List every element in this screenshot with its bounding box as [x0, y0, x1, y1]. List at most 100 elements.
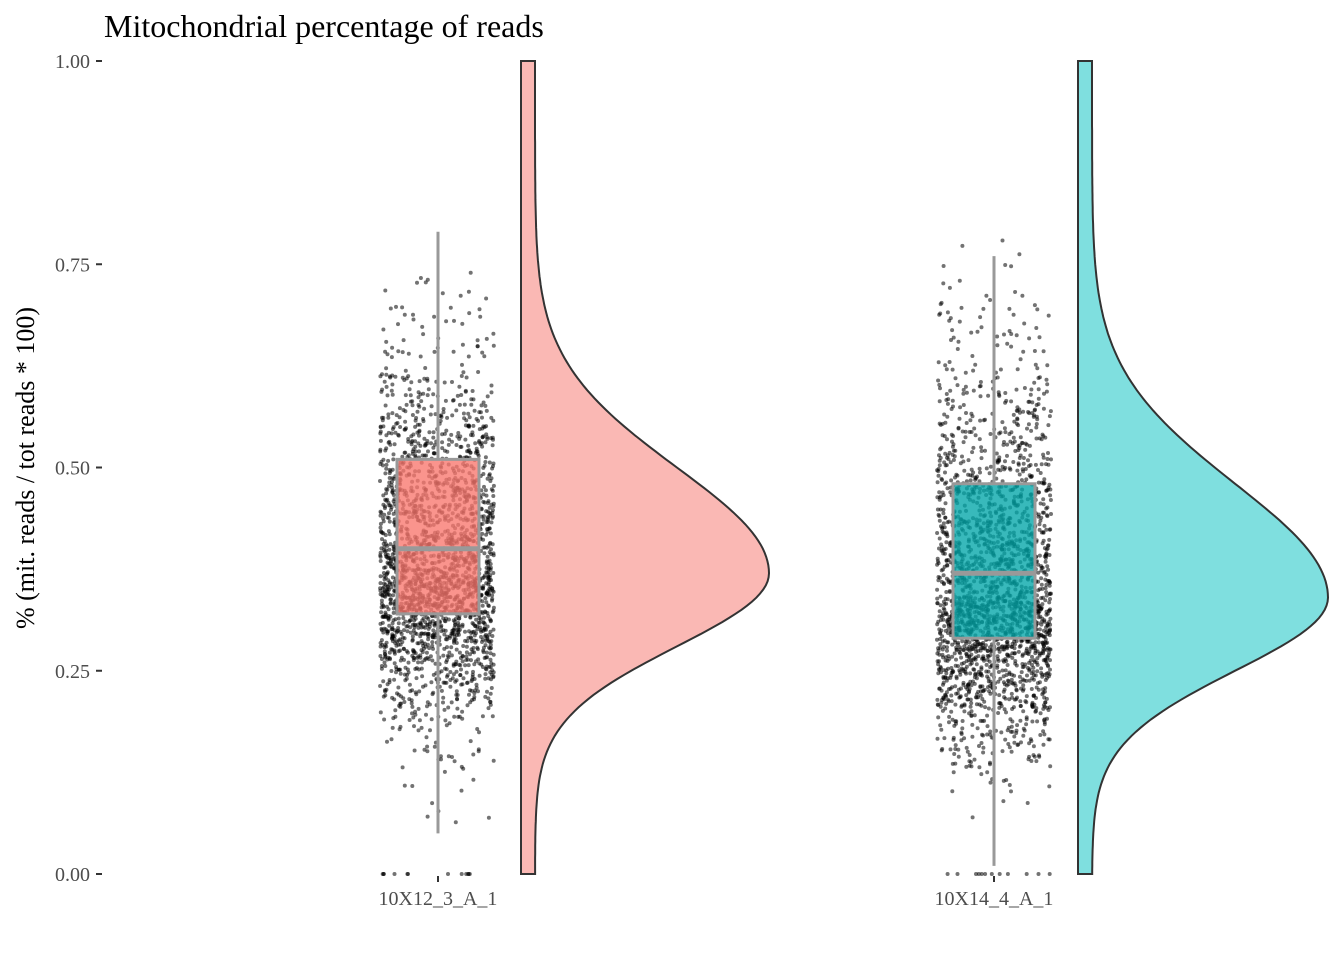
data-point [1009, 644, 1014, 649]
data-point [385, 352, 390, 357]
data-point [450, 380, 454, 384]
data-point [1021, 709, 1026, 714]
data-point [488, 699, 493, 704]
data-point [378, 684, 383, 688]
data-point [964, 479, 969, 484]
data-point [1040, 541, 1045, 546]
data-point [948, 543, 953, 548]
data-point [969, 714, 974, 718]
data-point [1005, 442, 1010, 447]
data-point [943, 481, 947, 486]
data-point [979, 449, 984, 453]
data-point [387, 532, 392, 537]
data-point [954, 676, 959, 681]
data-point [1036, 490, 1041, 495]
data-point [1034, 403, 1039, 407]
data-point [941, 581, 946, 586]
data-point [480, 444, 485, 449]
data-point [423, 443, 428, 448]
data-point [466, 289, 471, 294]
data-point [936, 469, 941, 474]
data-point [439, 625, 443, 630]
data-point [955, 691, 960, 696]
data-point [1011, 460, 1016, 464]
data-point [1046, 664, 1051, 669]
data-point [387, 623, 392, 628]
data-point [489, 390, 494, 395]
data-point [491, 331, 496, 336]
data-point [443, 398, 448, 403]
data-point [1045, 382, 1050, 387]
data-point [1035, 669, 1040, 674]
data-point [382, 545, 387, 550]
data-point [970, 354, 975, 358]
data-point [389, 483, 394, 487]
data-point [487, 587, 492, 591]
data-point [945, 414, 950, 419]
data-point [942, 602, 947, 607]
data-point [388, 375, 393, 380]
data-point [1007, 432, 1012, 436]
data-point [946, 697, 950, 702]
data-point [1036, 514, 1041, 519]
data-point [937, 518, 942, 523]
data-point [442, 632, 447, 637]
data-point [998, 367, 1003, 372]
data-point [446, 655, 451, 660]
data-point [1041, 642, 1046, 647]
data-point [491, 652, 496, 657]
data-point [432, 442, 437, 447]
data-point [953, 702, 958, 707]
data-point [471, 423, 476, 428]
data-point [1018, 435, 1023, 440]
data-point [384, 462, 389, 467]
data-point [1029, 428, 1034, 433]
data-point [461, 766, 466, 771]
data-point [475, 645, 480, 650]
data-point [491, 343, 496, 348]
data-point [468, 270, 473, 275]
data-point [952, 651, 957, 656]
data-point [490, 668, 495, 673]
data-point [399, 632, 404, 636]
data-point [998, 701, 1003, 706]
data-point [396, 621, 401, 626]
data-point [976, 654, 981, 659]
data-point [960, 703, 964, 708]
data-point [986, 654, 991, 659]
data-point [383, 610, 388, 615]
data-point [388, 597, 393, 602]
data-point [937, 312, 942, 317]
data-point [410, 638, 415, 643]
data-point [398, 425, 403, 429]
data-point [965, 749, 970, 754]
data-point [957, 278, 962, 283]
data-point [477, 616, 482, 621]
data-point [410, 634, 415, 639]
y-tick-label: 0.75 [55, 254, 90, 276]
data-point [475, 344, 480, 349]
data-point [952, 752, 957, 756]
data-point [418, 653, 423, 658]
data-point [1021, 688, 1025, 693]
data-point [1024, 646, 1029, 651]
data-point [979, 325, 984, 330]
data-point [970, 734, 975, 739]
data-point [456, 431, 461, 435]
data-point [385, 393, 390, 398]
data-point [1003, 400, 1008, 405]
y-tick-label: 1.00 [55, 51, 90, 73]
data-point [950, 642, 955, 647]
data-point [1012, 734, 1017, 739]
data-point [982, 699, 987, 704]
data-point [424, 735, 429, 740]
data-point [941, 680, 946, 685]
data-point [983, 643, 988, 648]
data-point [396, 322, 400, 327]
data-point [386, 500, 391, 505]
data-point [389, 585, 394, 590]
data-point [488, 665, 493, 669]
data-point [488, 562, 493, 566]
data-point [413, 418, 418, 423]
data-point [937, 514, 942, 518]
